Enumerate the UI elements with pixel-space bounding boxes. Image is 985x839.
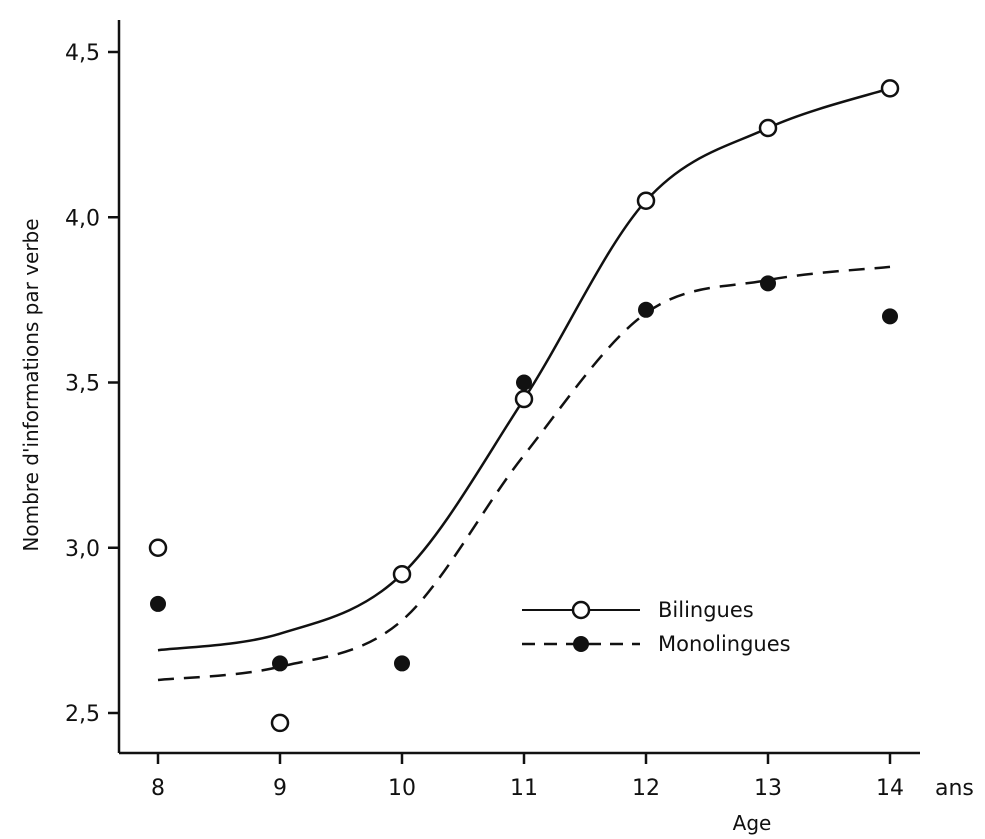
axes	[117, 20, 920, 755]
x-tick-label: 10	[388, 776, 416, 801]
x-unit-label: ans	[935, 776, 974, 801]
point-monolingues	[638, 301, 654, 318]
x-tick-label: 14	[876, 776, 904, 801]
x-tick-label: 8	[151, 776, 165, 801]
point-monolingues	[882, 308, 898, 325]
point-bilingues	[392, 564, 412, 584]
y-tick-label: 4,5	[65, 41, 100, 66]
x-tick-label: 9	[273, 776, 287, 801]
y-tick-label: 2,5	[65, 702, 100, 727]
point-bilingues	[514, 389, 534, 409]
point-bilingues	[636, 191, 656, 210]
legend-item-monolingues: Monolingues	[522, 632, 791, 656]
y-axis-title: Nombre d'informations par verbe	[19, 218, 43, 551]
legend-marker-monolingues	[573, 636, 589, 652]
y-tick-label: 3,5	[65, 372, 100, 397]
x-tick-label: 12	[632, 776, 660, 801]
point-monolingues	[394, 655, 410, 672]
legend: Bilingues Monolingues	[522, 598, 791, 656]
legend-label-monolingues: Monolingues	[658, 632, 791, 656]
point-bilingues	[148, 538, 168, 557]
y-tick-label: 4,0	[65, 206, 100, 231]
x-tick-label: 11	[510, 776, 538, 801]
point-monolingues	[516, 374, 532, 391]
point-monolingues	[760, 275, 776, 292]
point-monolingues	[272, 655, 288, 672]
y-tick-label: 3,0	[65, 537, 100, 562]
x-tick-label: 13	[754, 776, 782, 801]
legend-item-bilingues: Bilingues	[522, 598, 754, 622]
data-points	[148, 79, 900, 733]
fit-line-monolingues	[157, 265, 891, 682]
y-ticks: 2,5 3,0 3,5 4,0 4,5	[65, 41, 119, 727]
point-bilingues	[758, 118, 778, 138]
point-monolingues	[150, 595, 166, 612]
point-bilingues	[270, 713, 290, 733]
fit-line-bilingues	[157, 87, 891, 652]
point-bilingues	[880, 79, 900, 98]
x-ticks: 8 9 10 11 12 13 14	[151, 753, 904, 801]
legend-label-bilingues: Bilingues	[658, 598, 754, 622]
x-axis-title: Age	[733, 811, 772, 835]
legend-marker-bilingues	[571, 600, 591, 620]
